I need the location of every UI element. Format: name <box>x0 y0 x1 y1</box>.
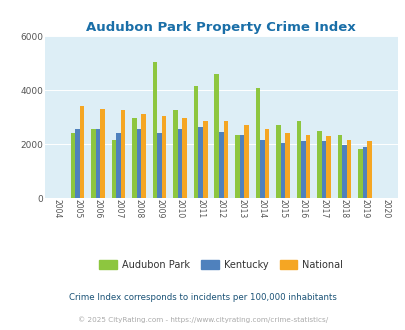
Title: Audubon Park Property Crime Index: Audubon Park Property Crime Index <box>86 21 355 34</box>
Bar <box>79 106 84 198</box>
Bar <box>321 141 325 198</box>
Bar <box>367 141 371 198</box>
Bar <box>275 125 280 198</box>
Bar <box>96 129 100 198</box>
Bar <box>141 115 145 198</box>
Bar <box>177 129 182 198</box>
Bar <box>264 129 269 198</box>
Text: Crime Index corresponds to incidents per 100,000 inhabitants: Crime Index corresponds to incidents per… <box>69 292 336 302</box>
Bar <box>316 131 321 198</box>
Bar <box>301 141 305 198</box>
Bar <box>362 147 367 198</box>
Bar <box>202 121 207 198</box>
Bar <box>260 140 264 198</box>
Bar <box>157 133 162 198</box>
Bar <box>132 118 136 198</box>
Bar <box>255 87 260 198</box>
Text: © 2025 CityRating.com - https://www.cityrating.com/crime-statistics/: © 2025 CityRating.com - https://www.city… <box>78 316 327 323</box>
Bar <box>346 140 350 198</box>
Bar <box>243 125 248 198</box>
Bar <box>223 121 228 198</box>
Bar <box>116 133 121 198</box>
Legend: Audubon Park, Kentucky, National: Audubon Park, Kentucky, National <box>95 256 346 274</box>
Bar <box>218 132 223 198</box>
Bar <box>341 146 346 198</box>
Bar <box>162 116 166 198</box>
Bar <box>111 140 116 198</box>
Bar <box>280 143 284 198</box>
Bar <box>70 133 75 198</box>
Bar <box>198 127 202 198</box>
Bar <box>100 109 104 198</box>
Bar <box>234 135 239 198</box>
Bar <box>153 62 157 198</box>
Bar <box>136 129 141 198</box>
Bar <box>296 121 301 198</box>
Bar <box>325 136 330 198</box>
Bar <box>75 129 79 198</box>
Bar <box>182 118 187 198</box>
Bar <box>305 135 309 198</box>
Bar <box>91 129 96 198</box>
Bar <box>357 149 362 198</box>
Bar <box>173 111 177 198</box>
Bar <box>337 135 341 198</box>
Bar <box>214 74 218 198</box>
Bar <box>194 86 198 198</box>
Bar <box>284 133 289 198</box>
Bar <box>239 135 243 198</box>
Bar <box>121 111 125 198</box>
